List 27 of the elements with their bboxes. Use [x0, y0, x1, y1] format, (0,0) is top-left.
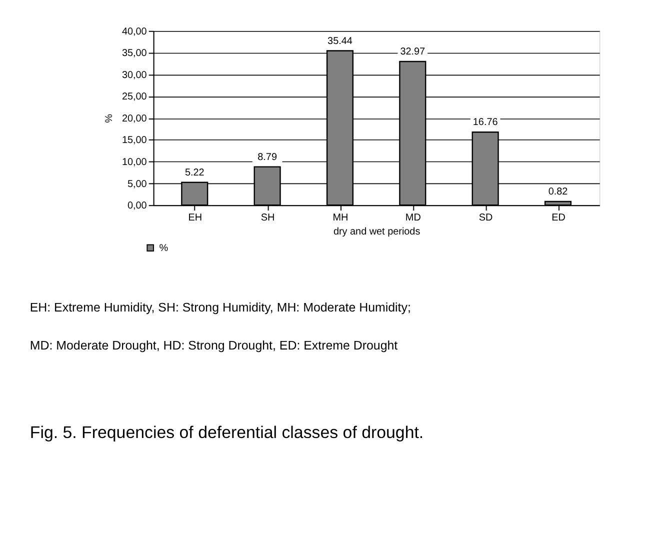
y-tick-label: 20,00	[122, 113, 148, 124]
data-label: 35.44	[328, 36, 353, 47]
data-label: 5.22	[184, 167, 205, 178]
y-tick-label: 10,00	[122, 157, 148, 168]
text: EH: Extreme Humidity, SH: Strong Humidity, MH: Moderate Humidity;	[30, 300, 411, 315]
data-label: 16.76	[472, 117, 498, 128]
y-tick-label: 35,00	[122, 48, 148, 60]
x-tick-label: ED	[552, 212, 566, 224]
y-tick-label: 15,00	[122, 135, 148, 146]
legend-label: %	[159, 242, 168, 254]
caption: Fig. 5. Frequencies of deferential classes of drought.	[30, 423, 424, 442]
x-axis-title: dry and wet periods	[333, 226, 420, 238]
x-tick-label: MD	[405, 212, 421, 224]
y-axis-title: %	[104, 114, 115, 123]
y-tick-label: 5,00	[128, 178, 148, 190]
data-label: 32.97	[400, 46, 426, 58]
y-tick-label: 40,00	[122, 26, 148, 38]
data-label: 0.82	[548, 186, 568, 198]
y-tick-label: 30,00	[122, 70, 148, 81]
y-tick-label: 25,00	[122, 92, 148, 103]
x-tick-label: SD	[478, 212, 493, 224]
text: MD: Moderate Drought, HD: Strong Drought, ED: Extreme Drought	[30, 338, 398, 352]
x-tick-label: EH	[188, 212, 202, 224]
x-tick-label: SH	[260, 212, 275, 224]
data-label: 8.79	[258, 152, 278, 163]
x-tick-label: MH	[332, 212, 348, 224]
y-tick-label: 0,00	[128, 200, 148, 212]
